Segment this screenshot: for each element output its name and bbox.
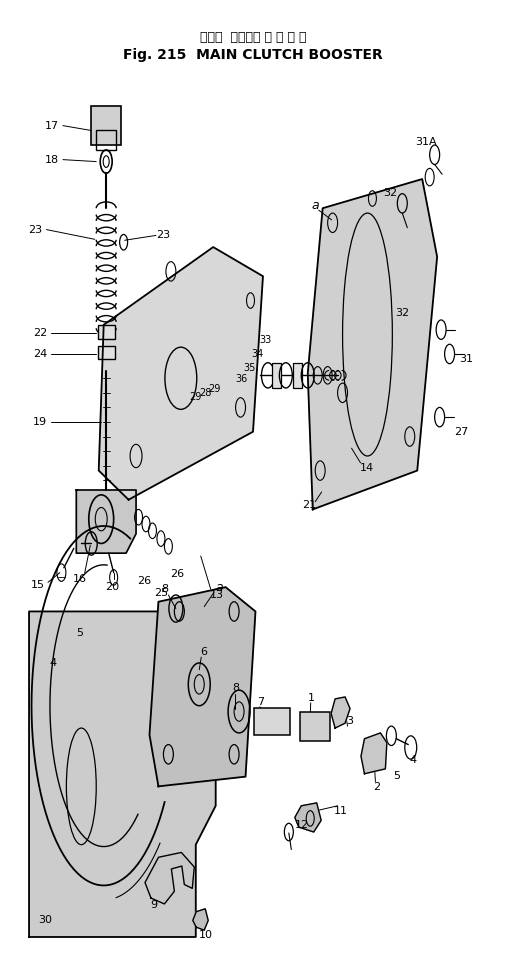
Text: a: a xyxy=(311,199,318,212)
Text: 11: 11 xyxy=(333,806,347,815)
Text: 29: 29 xyxy=(208,384,220,394)
Text: 31: 31 xyxy=(458,354,472,364)
Polygon shape xyxy=(29,612,215,937)
Bar xyxy=(299,711,329,741)
Text: 4: 4 xyxy=(409,756,416,765)
Text: 35: 35 xyxy=(242,363,255,372)
Polygon shape xyxy=(307,179,436,510)
Text: 24: 24 xyxy=(33,349,47,359)
Text: 9: 9 xyxy=(149,900,157,909)
Text: 23: 23 xyxy=(156,230,170,240)
Bar xyxy=(97,346,115,359)
Text: メイン  クラッチ ブ ー ス タ: メイン クラッチ ブ ー ス タ xyxy=(199,31,306,44)
Text: 19: 19 xyxy=(33,416,47,427)
Text: 16: 16 xyxy=(73,574,87,584)
Text: 2: 2 xyxy=(372,782,379,792)
Text: 32: 32 xyxy=(382,188,396,198)
Text: 34: 34 xyxy=(250,349,263,359)
Bar xyxy=(97,324,115,339)
Text: 12: 12 xyxy=(294,820,308,830)
Text: 27: 27 xyxy=(453,426,467,437)
Polygon shape xyxy=(76,490,136,553)
Text: 10: 10 xyxy=(199,930,213,940)
Text: 5: 5 xyxy=(76,628,83,638)
Polygon shape xyxy=(192,908,208,930)
Text: 8: 8 xyxy=(232,683,239,693)
Text: 5: 5 xyxy=(392,770,399,781)
Text: 29: 29 xyxy=(189,392,201,402)
Text: a: a xyxy=(215,581,223,594)
Text: 23: 23 xyxy=(28,224,42,234)
Bar xyxy=(272,363,281,388)
Text: 33: 33 xyxy=(258,335,271,345)
Text: 26: 26 xyxy=(170,568,184,578)
Text: 36: 36 xyxy=(234,374,246,384)
Bar xyxy=(96,130,116,150)
Text: 6: 6 xyxy=(200,647,208,658)
Text: 22: 22 xyxy=(33,327,47,337)
Text: 32: 32 xyxy=(394,308,409,319)
Polygon shape xyxy=(145,853,194,904)
Text: 3: 3 xyxy=(346,716,353,726)
Text: Fig. 215  MAIN CLUTCH BOOSTER: Fig. 215 MAIN CLUTCH BOOSTER xyxy=(123,48,382,62)
Text: 8: 8 xyxy=(161,584,168,594)
Text: 30: 30 xyxy=(38,915,53,925)
Polygon shape xyxy=(330,697,349,728)
Polygon shape xyxy=(294,803,321,832)
Text: 13: 13 xyxy=(210,590,224,600)
Text: 18: 18 xyxy=(44,155,59,165)
Text: 4: 4 xyxy=(49,658,57,668)
Text: 28: 28 xyxy=(199,388,212,398)
Text: 1: 1 xyxy=(308,693,315,703)
Bar xyxy=(91,106,121,145)
Text: 15: 15 xyxy=(31,580,45,590)
Polygon shape xyxy=(360,733,386,774)
Bar xyxy=(254,708,289,735)
Text: 25: 25 xyxy=(154,588,168,598)
Text: 20: 20 xyxy=(106,582,120,592)
Polygon shape xyxy=(149,587,255,786)
Text: 31A: 31A xyxy=(415,137,436,147)
Text: 17: 17 xyxy=(44,121,59,130)
Text: 26: 26 xyxy=(137,576,152,586)
Text: 7: 7 xyxy=(257,697,264,707)
Text: 21: 21 xyxy=(301,500,315,510)
Text: 14: 14 xyxy=(359,463,373,472)
Polygon shape xyxy=(98,247,263,500)
Bar xyxy=(293,363,301,388)
